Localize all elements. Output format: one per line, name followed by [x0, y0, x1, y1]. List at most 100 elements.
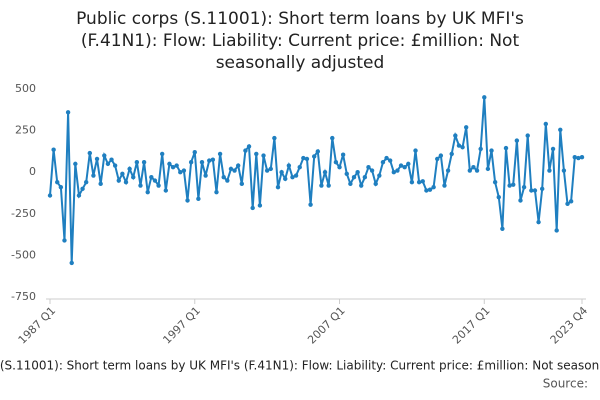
- data-point: [449, 151, 454, 157]
- data-point: [340, 152, 346, 157]
- data-point: [167, 161, 172, 167]
- data-point: [69, 260, 74, 266]
- data-point: [536, 219, 541, 225]
- data-point: [474, 168, 480, 173]
- data-point: [413, 148, 418, 153]
- data-point: [319, 183, 324, 188]
- footer-title: Public corps (S.11001): Short term loans…: [0, 359, 600, 373]
- data-point: [149, 174, 154, 180]
- data-point: [62, 238, 67, 243]
- data-point: [322, 170, 328, 175]
- data-point: [102, 153, 107, 158]
- data-point: [203, 173, 208, 178]
- data-point: [123, 179, 129, 185]
- data-point: [482, 95, 487, 100]
- data-point: [105, 161, 111, 167]
- data-point: [192, 150, 197, 155]
- data-point: [134, 160, 140, 165]
- data-point: [348, 181, 353, 187]
- data-point: [467, 168, 473, 173]
- data-point: [391, 170, 397, 175]
- data-point: [380, 160, 386, 165]
- data-point: [152, 178, 158, 183]
- data-point: [170, 165, 176, 170]
- source: Source:: [543, 377, 588, 391]
- data-point: [369, 168, 375, 173]
- y-tick-label: 250: [15, 124, 36, 137]
- data-point: [532, 188, 538, 193]
- data-point: [109, 157, 114, 162]
- y-tick-label: 500: [15, 82, 36, 95]
- data-point: [246, 144, 252, 149]
- data-point: [576, 155, 581, 161]
- data-point: [355, 170, 360, 175]
- data-point: [398, 163, 404, 168]
- data-point: [554, 228, 559, 233]
- data-point: [384, 155, 389, 161]
- data-point: [507, 183, 512, 188]
- data-point: [196, 196, 201, 202]
- data-point: [456, 143, 462, 148]
- data-point: [547, 168, 552, 173]
- data-point: [373, 181, 378, 187]
- data-point: [387, 158, 393, 163]
- x-tick-label: 2017 Q1: [450, 304, 493, 347]
- data-point: [178, 170, 183, 175]
- data-point: [333, 160, 339, 165]
- data-point: [518, 198, 523, 203]
- data-point: [362, 174, 368, 180]
- data-point: [141, 160, 147, 165]
- data-point: [431, 184, 436, 190]
- data-point: [293, 173, 299, 178]
- data-point: [55, 179, 60, 185]
- data-point: [539, 186, 545, 192]
- data-point: [254, 151, 259, 157]
- data-point: [359, 183, 364, 188]
- data-point: [377, 173, 382, 178]
- data-point: [207, 158, 212, 163]
- data-point: [210, 157, 216, 162]
- data-point: [87, 150, 93, 156]
- data-point: [214, 189, 219, 195]
- data-point: [420, 179, 425, 184]
- data-point: [275, 184, 281, 190]
- data-point: [511, 182, 516, 187]
- data-point: [409, 179, 415, 185]
- data-point: [156, 183, 161, 188]
- data-point: [492, 179, 498, 185]
- data-point: [138, 183, 143, 188]
- data-point: [131, 174, 136, 180]
- data-point: [427, 187, 433, 192]
- data-point: [402, 165, 407, 170]
- data-point: [127, 166, 132, 172]
- data-point: [550, 146, 556, 152]
- data-point: [529, 188, 534, 193]
- data-point: [572, 155, 577, 160]
- data-point: [435, 156, 440, 162]
- data-point: [503, 145, 509, 151]
- data-point: [181, 168, 187, 173]
- data-point: [257, 203, 263, 208]
- y-tick-label: -250: [11, 207, 36, 220]
- data-point: [453, 133, 458, 138]
- data-point: [337, 165, 342, 170]
- data-point: [145, 189, 150, 195]
- x-tick-label: 1987 Q1: [16, 304, 59, 347]
- data-point: [91, 173, 96, 178]
- data-point: [344, 171, 349, 177]
- data-point: [283, 176, 288, 182]
- data-point: [326, 183, 331, 188]
- data-point: [424, 188, 429, 193]
- data-point: [565, 201, 570, 207]
- data-point: [568, 199, 574, 204]
- data-point: [311, 154, 317, 159]
- data-point: [232, 168, 237, 173]
- data-point: [76, 193, 82, 198]
- data-point: [489, 148, 494, 153]
- data-point: [297, 165, 302, 170]
- data-point: [120, 171, 125, 177]
- data-point: [304, 156, 310, 162]
- data-point: [221, 174, 226, 180]
- data-point: [250, 205, 255, 211]
